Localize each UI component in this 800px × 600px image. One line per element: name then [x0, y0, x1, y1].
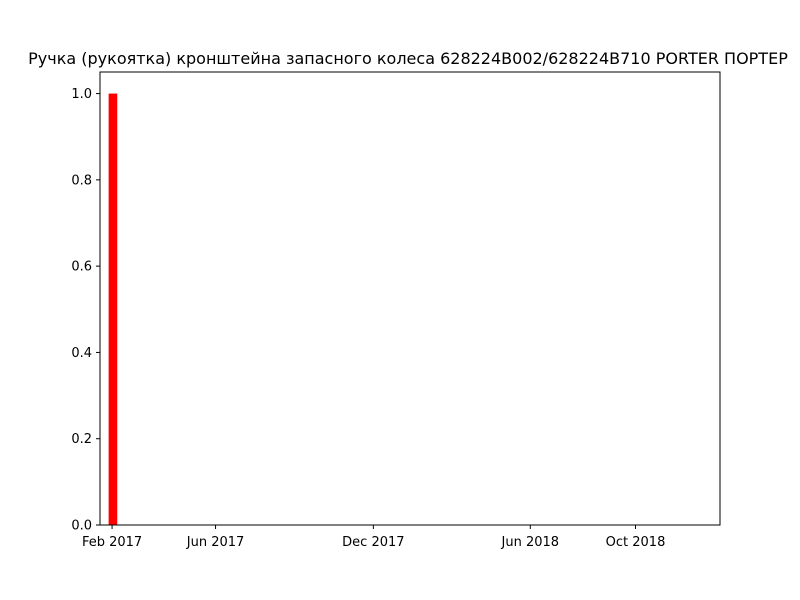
y-tick-label-2: 0.4	[71, 346, 92, 361]
y-tick-label-3: 0.6	[71, 260, 92, 275]
chart-title: Ручка (рукоятка) кронштейна запасного ко…	[28, 49, 788, 68]
x-tick-label-4: Oct 2018	[606, 535, 666, 550]
y-tick-label-0: 0.0	[71, 519, 92, 534]
y-tick-label-4: 0.8	[71, 173, 92, 188]
x-axis: Feb 2017 Jun 2017 Dec 2017 Jun 2018 Oct 2018	[82, 525, 665, 550]
x-tick-label-1: Jun 2017	[186, 535, 245, 550]
y-tick-label-5: 1.0	[71, 87, 92, 102]
y-axis: 0.0 0.2 0.4 0.6 0.8 1.0	[71, 87, 100, 534]
axes-frame	[99, 71, 721, 526]
y-tick-label-1: 0.2	[71, 432, 92, 447]
x-tick-label-2: Dec 2017	[342, 535, 404, 550]
x-tick-label-3: Jun 2018	[501, 535, 560, 550]
bar-0	[108, 93, 118, 526]
bars-group	[108, 93, 118, 526]
x-tick-label-0: Feb 2017	[82, 535, 142, 550]
